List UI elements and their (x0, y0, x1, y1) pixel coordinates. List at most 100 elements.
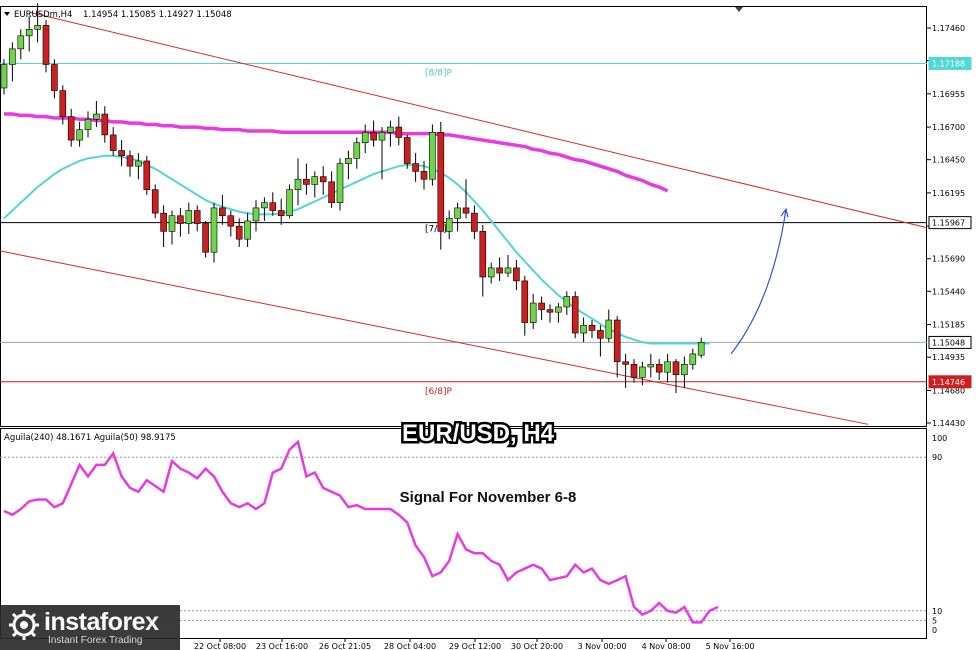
moving-average-slow (4, 112, 669, 193)
y-tick-label: 1.16450 (932, 156, 965, 165)
x-tick-label: 29 Oct 12:00 (449, 642, 501, 650)
bearish-candle (588, 324, 596, 331)
bearish-candle (51, 64, 58, 91)
osc-tick-label: 100 (932, 434, 947, 443)
projection-arrow (730, 209, 787, 355)
murrey-level-label: [8/8]P (425, 68, 453, 78)
bullish-candle (563, 296, 571, 308)
bearish-candle (227, 215, 235, 227)
logo-tagline: Instant Forex Trading (48, 635, 143, 646)
bearish-candle (101, 113, 109, 136)
chart-title: EUR/USD, H4 (402, 420, 555, 447)
bearish-candle (143, 160, 151, 190)
bearish-candle (403, 137, 411, 164)
bearish-candle (319, 176, 327, 183)
current-price-tag-bg (928, 335, 972, 349)
bullish-candle (689, 353, 697, 365)
bullish-candle (361, 131, 369, 144)
arrow-head-icon (780, 207, 789, 218)
bearish-candle (151, 189, 159, 214)
bullish-candle (336, 163, 344, 203)
logo-name: instaforex (44, 608, 159, 636)
osc-tick-label: 5 (932, 616, 937, 625)
dropdown-triangle-icon[interactable] (4, 12, 10, 16)
bullish-candle (605, 319, 613, 339)
current-price-tag: 1.15048 (932, 338, 965, 347)
price-tag-bg (928, 375, 972, 389)
bullish-candle (185, 210, 193, 224)
bullish-candle (84, 118, 92, 130)
channel-upper-line (29, 11, 927, 228)
indicator-pane (0, 428, 927, 639)
murrey-level-label: [6/8]P (425, 387, 453, 397)
bearish-candle (202, 223, 209, 253)
osc-tick-label: 10 (932, 607, 942, 616)
bearish-candle (471, 212, 478, 232)
bullish-candle (681, 364, 688, 376)
bearish-candle (193, 210, 201, 224)
bearish-candle (538, 302, 545, 310)
bearish-candle (630, 364, 638, 378)
bearish-candle (521, 280, 529, 323)
bearish-candle (597, 330, 604, 339)
logo-icon (9, 610, 39, 640)
bearish-candle (126, 155, 134, 167)
bullish-candle (210, 207, 218, 253)
bearish-candle (571, 296, 579, 334)
bullish-candle (17, 35, 25, 50)
bearish-candle (177, 215, 184, 224)
bullish-candle (647, 364, 655, 368)
y-tick-label: 1.16700 (932, 123, 965, 132)
bearish-candle (269, 202, 277, 211)
bullish-candle (529, 302, 537, 323)
bullish-candle (76, 129, 83, 141)
period-separator-marker (735, 7, 743, 12)
x-tick-label: 30 Oct 20:00 (511, 642, 563, 650)
bearish-candle (420, 171, 428, 180)
osc-tick-label: 90 (932, 453, 942, 462)
bullish-candle (25, 29, 33, 37)
bullish-candle (168, 215, 176, 232)
symbol-label: EURUSDm,H4 (14, 10, 72, 20)
bullish-candle (294, 178, 302, 190)
bullish-candle (345, 158, 352, 164)
bullish-candle (261, 202, 268, 209)
bullish-candle (487, 267, 495, 278)
bearish-candle (462, 207, 470, 214)
osc-tick-label: 0 (932, 626, 937, 635)
bullish-candle (445, 218, 453, 232)
bullish-candle (664, 361, 671, 373)
bullish-candle (9, 48, 16, 65)
bearish-candle (277, 210, 285, 217)
bearish-candle (67, 116, 75, 141)
price-tag-label: 1.15967 (932, 219, 965, 228)
y-tick-label: 1.14430 (932, 419, 965, 428)
bearish-candle (219, 207, 226, 217)
bearish-candle (235, 225, 243, 240)
y-tick-label: 1.16195 (932, 189, 965, 198)
bearish-candle (437, 131, 445, 232)
bearish-candle (395, 126, 403, 138)
bullish-candle (580, 324, 587, 334)
bearish-candle (655, 364, 663, 373)
bearish-candle (513, 267, 520, 282)
x-tick-label: 23 Oct 16:00 (256, 642, 308, 650)
bullish-candle (639, 366, 646, 378)
bullish-candle (454, 207, 461, 219)
y-tick-label: 1.14935 (932, 353, 965, 362)
bullish-candle (135, 160, 142, 167)
bearish-candle (370, 131, 377, 141)
instaforex-logo: instaforex Instant Forex Trading (0, 605, 180, 650)
bullish-candle (353, 142, 361, 159)
bullish-candle (0, 64, 8, 89)
y-tick-label: 1.17460 (932, 24, 965, 33)
bullish-candle (311, 176, 319, 185)
bullish-candle (555, 306, 562, 313)
bullish-candle (252, 207, 260, 222)
aguila-oscillator-line (3, 439, 719, 624)
bullish-candle (504, 267, 512, 274)
ohlc-values: 1.14954 1.15085 1.14927 1.15048 (83, 10, 232, 20)
price-tag-label: 1.17188 (932, 59, 965, 68)
y-tick-label: 1.15690 (932, 255, 965, 264)
